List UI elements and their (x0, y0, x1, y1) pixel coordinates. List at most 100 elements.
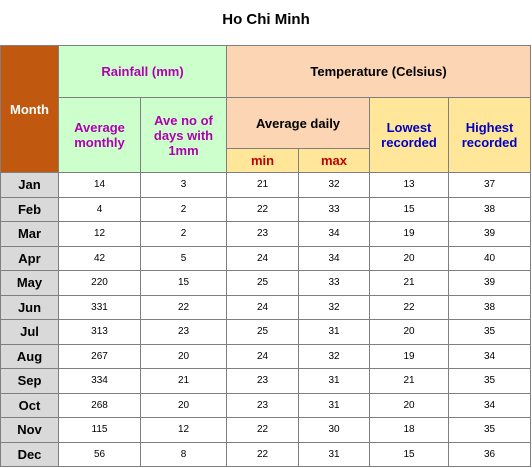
highest-recorded-cell: 34 (447, 343, 532, 369)
table-body: Jan 14 3 21 32 13 37 Feb 4 2 22 33 15 38 Mar 12 2 23 34 19 3… (0, 172, 532, 467)
rain-days-cell: 12 (140, 417, 227, 443)
rainfall-cell: 14 (58, 172, 141, 198)
lowest-recorded-cell: 20 (369, 319, 449, 345)
max-temp-cell: 32 (298, 172, 370, 198)
max-temp-cell: 31 (298, 319, 370, 345)
temperature-header: Temperature (Celsius) (225, 45, 532, 98)
rainfall-cell: 220 (58, 270, 141, 296)
table-row: Feb 4 2 22 33 15 38 (0, 196, 532, 222)
climate-table: Month Rainfall (mm) Temperature (Celsius… (0, 45, 532, 467)
highest-recorded-cell: 40 (447, 245, 532, 271)
max-temp-cell: 34 (298, 221, 370, 247)
rainfall-cell: 268 (58, 392, 141, 418)
highest-recorded-cell: 37 (447, 172, 532, 198)
lowest-recorded-cell: 21 (369, 270, 449, 296)
lowest-recorded-cell: 13 (369, 172, 449, 198)
average-daily-header: Average daily (226, 97, 370, 149)
min-header: min (226, 148, 299, 173)
min-temp-cell: 23 (226, 392, 299, 418)
month-cell: Jan (0, 172, 59, 198)
table-row: Dec 56 8 22 31 15 36 (0, 441, 532, 467)
lowest-recorded-cell: 15 (369, 441, 449, 467)
highest-recorded-cell: 39 (447, 270, 532, 296)
min-temp-cell: 24 (226, 245, 299, 271)
table-row: Apr 42 5 24 34 20 40 (0, 245, 532, 271)
month-cell: Dec (0, 441, 59, 467)
rain-days-cell: 2 (140, 196, 227, 222)
min-temp-cell: 23 (226, 221, 299, 247)
min-temp-cell: 25 (226, 319, 299, 345)
month-cell: Oct (0, 392, 59, 418)
month-cell: Jun (0, 294, 59, 320)
max-temp-cell: 32 (298, 343, 370, 369)
highest-recorded-header: Highest recorded (447, 97, 532, 173)
month-cell: Nov (0, 417, 59, 443)
highest-recorded-cell: 39 (447, 221, 532, 247)
page-title: Ho Chi Minh (222, 11, 310, 28)
highest-recorded-cell: 35 (447, 417, 532, 443)
rain-days-cell: 2 (140, 221, 227, 247)
rainfall-cell: 42 (58, 245, 141, 271)
min-temp-cell: 21 (226, 172, 299, 198)
rain-days-cell: 21 (140, 368, 227, 394)
average-monthly-header: Average monthly (58, 97, 141, 173)
rainfall-header: Rainfall (mm) (58, 45, 227, 98)
ave-days-header: Ave no of days with 1mm (140, 97, 227, 173)
table-row: May 220 15 25 33 21 39 (0, 270, 532, 296)
min-temp-cell: 25 (226, 270, 299, 296)
rain-days-cell: 22 (140, 294, 227, 320)
min-temp-cell: 23 (226, 368, 299, 394)
lowest-recorded-cell: 22 (369, 294, 449, 320)
rain-days-cell: 15 (140, 270, 227, 296)
rain-days-cell: 5 (140, 245, 227, 271)
lowest-recorded-cell: 18 (369, 417, 449, 443)
lowest-recorded-cell: 20 (369, 392, 449, 418)
rainfall-cell: 313 (58, 319, 141, 345)
min-temp-cell: 22 (226, 196, 299, 222)
month-cell: Mar (0, 221, 59, 247)
table-row: Oct 268 20 23 31 20 34 (0, 392, 532, 418)
rainfall-cell: 56 (58, 441, 141, 467)
rainfall-cell: 334 (58, 368, 141, 394)
min-temp-cell: 22 (226, 441, 299, 467)
month-cell: Jul (0, 319, 59, 345)
table-row: Jan 14 3 21 32 13 37 (0, 172, 532, 198)
month-cell: Sep (0, 368, 59, 394)
max-temp-cell: 32 (298, 294, 370, 320)
month-cell: Feb (0, 196, 59, 222)
highest-recorded-cell: 38 (447, 294, 532, 320)
rain-days-cell: 20 (140, 392, 227, 418)
rainfall-cell: 12 (58, 221, 141, 247)
table-row: Nov 115 12 22 30 18 35 (0, 417, 532, 443)
highest-recorded-cell: 35 (447, 368, 532, 394)
month-cell: Apr (0, 245, 59, 271)
max-temp-cell: 33 (298, 196, 370, 222)
highest-recorded-cell: 38 (447, 196, 532, 222)
table-row: Aug 267 20 24 32 19 34 (0, 343, 532, 369)
max-temp-cell: 30 (298, 417, 370, 443)
rain-days-cell: 8 (140, 441, 227, 467)
highest-recorded-cell: 36 (447, 441, 532, 467)
max-temp-cell: 31 (298, 441, 370, 467)
table-row: Mar 12 2 23 34 19 39 (0, 221, 532, 247)
highest-recorded-cell: 34 (447, 392, 532, 418)
max-temp-cell: 33 (298, 270, 370, 296)
min-temp-cell: 22 (226, 417, 299, 443)
rain-days-cell: 3 (140, 172, 227, 198)
min-temp-cell: 24 (226, 343, 299, 369)
table-row: Sep 334 21 23 31 21 35 (0, 368, 532, 394)
month-header: Month (0, 45, 59, 173)
rainfall-cell: 331 (58, 294, 141, 320)
max-temp-cell: 31 (298, 392, 370, 418)
table-row: Jun 331 22 24 32 22 38 (0, 294, 532, 320)
max-header: max (298, 148, 370, 173)
lowest-recorded-cell: 20 (369, 245, 449, 271)
lowest-recorded-header: Lowest recorded (369, 97, 449, 173)
month-cell: Aug (0, 343, 59, 369)
rain-days-cell: 20 (140, 343, 227, 369)
lowest-recorded-cell: 21 (369, 368, 449, 394)
min-temp-cell: 24 (226, 294, 299, 320)
highest-recorded-cell: 35 (447, 319, 532, 345)
month-cell: May (0, 270, 59, 296)
lowest-recorded-cell: 15 (369, 196, 449, 222)
